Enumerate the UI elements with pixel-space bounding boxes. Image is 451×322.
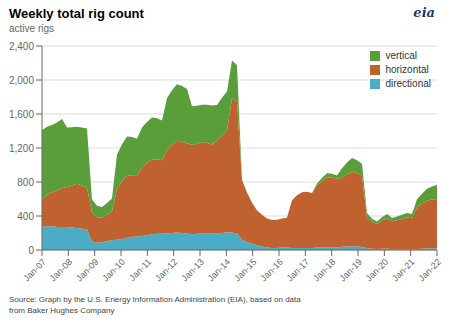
- svg-text:Jan-17: Jan-17: [285, 257, 312, 284]
- svg-text:1,600: 1,600: [9, 109, 34, 120]
- svg-text:400: 400: [17, 211, 34, 222]
- svg-text:2,400: 2,400: [9, 41, 34, 52]
- svg-text:Jan-09: Jan-09: [74, 257, 101, 284]
- svg-text:Jan-16: Jan-16: [258, 257, 285, 284]
- svg-text:0: 0: [28, 245, 34, 256]
- svg-text:Jan-21: Jan-21: [390, 257, 417, 284]
- svg-text:Jan-22: Jan-22: [416, 257, 443, 284]
- html-text:active rigs: active rigs: [9, 23, 54, 34]
- html-text:vertical: vertical: [385, 50, 418, 61]
- svg-text:Jan-07: Jan-07: [21, 257, 48, 284]
- svg-text:1,200: 1,200: [9, 143, 34, 154]
- svg-text:800: 800: [17, 177, 34, 188]
- svg-text:Jan-13: Jan-13: [179, 257, 206, 284]
- svg-text:Jan-11: Jan-11: [127, 257, 153, 283]
- html-text:Weekly total rig count: Weekly total rig count: [9, 6, 144, 21]
- svg-text:Jan-10: Jan-10: [100, 257, 127, 284]
- svg-text:Jan-12: Jan-12: [153, 257, 180, 284]
- html-text:horizontal: horizontal: [385, 64, 429, 75]
- svg-text:Jan-19: Jan-19: [337, 257, 364, 284]
- svg-text:Jan-20: Jan-20: [364, 257, 391, 284]
- svg-text:Jan-15: Jan-15: [232, 257, 259, 284]
- html-text:Source: Graph by the U.S. Ener: Source: Graph by the U.S. Energy Informa…: [9, 295, 301, 304]
- svg-text:Jan-08: Jan-08: [48, 257, 75, 284]
- svg-text:Jan-18: Jan-18: [311, 257, 338, 284]
- svg-text:2,000: 2,000: [9, 75, 34, 86]
- svg-text:Jan-14: Jan-14: [206, 257, 233, 284]
- html-text:directional: directional: [385, 78, 431, 89]
- html-text:eia: eia: [413, 5, 435, 20]
- html-text:from Baker Hughes Company: from Baker Hughes Company: [9, 306, 115, 315]
